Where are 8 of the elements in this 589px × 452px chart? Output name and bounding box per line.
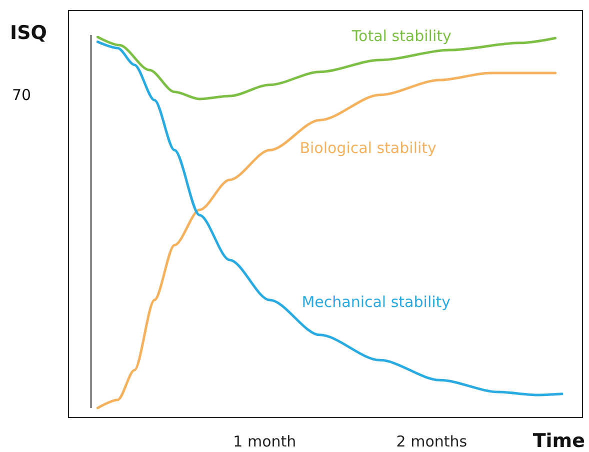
series-label: Mechanical stability — [302, 293, 451, 312]
x-axis-title: Time — [532, 430, 585, 452]
x-tick-label: 1 month — [233, 432, 296, 450]
y-axis-title: ISQ — [10, 22, 47, 44]
x-tick-label: 2 months — [396, 432, 468, 450]
text: 70 — [12, 86, 32, 104]
series-label: Biological stability — [300, 139, 437, 158]
series-label: Total stability — [350, 27, 452, 45]
